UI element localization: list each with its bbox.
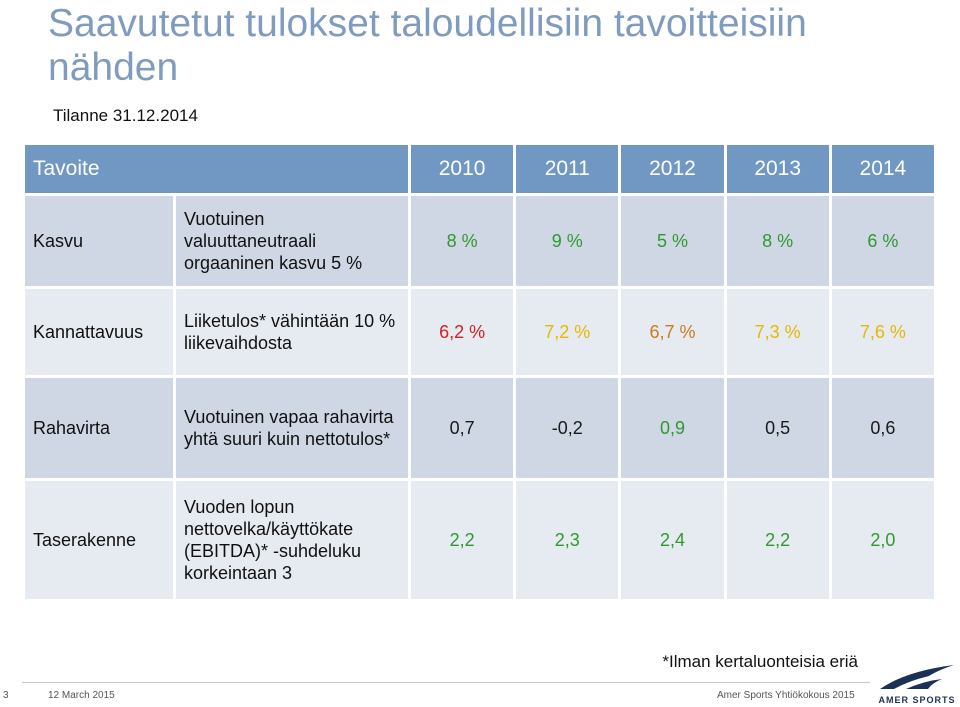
value-cell: 9 % — [516, 196, 619, 286]
logo-text: AMER SPORTS — [878, 695, 956, 705]
table-row: Rahavirta Vuotuinen vapaa rahavirta yhtä… — [25, 378, 934, 478]
table-header-row: Tavoite 2010 2011 2012 2013 2014 — [25, 145, 934, 193]
header-year-2014: 2014 — [831, 145, 934, 193]
amer-sports-logo-icon: AMER SPORTS — [876, 663, 958, 705]
value-cell: 7,3 % — [726, 289, 829, 375]
row-description: Liiketulos* vähintään 10 % liikevaihdost… — [176, 289, 409, 375]
value-cell: 2,2 — [411, 481, 514, 599]
results-table: Tavoite 2010 2011 2012 2013 2014 Kasvu V… — [22, 142, 937, 602]
value-cell: 8 % — [411, 196, 514, 286]
value-cell: 5 % — [621, 196, 724, 286]
table-row: Kasvu Vuotuinen valuuttaneutraali orgaan… — [25, 196, 934, 286]
table-row: Kannattavuus Liiketulos* vähintään 10 % … — [25, 289, 934, 375]
row-category: Kannattavuus — [25, 289, 173, 375]
header-year-2012: 2012 — [621, 145, 724, 193]
page-title: Saavutetut tulokset taloudellisiin tavoi… — [48, 2, 807, 89]
header-year-2010: 2010 — [411, 145, 514, 193]
row-description: Vuotuinen vapaa rahavirta yhtä suuri kui… — [176, 378, 409, 478]
value-cell: 6,7 % — [621, 289, 724, 375]
footer-divider — [22, 682, 870, 683]
footer-date: 12 March 2015 — [48, 690, 115, 701]
value-cell: -0,2 — [516, 378, 619, 478]
value-cell: 7,2 % — [516, 289, 619, 375]
value-cell: 0,7 — [411, 378, 514, 478]
value-cell: 2,3 — [516, 481, 619, 599]
row-description: Vuoden lopun nettovelka/käyttökate (EBIT… — [176, 481, 409, 599]
row-description: Vuotuinen valuuttaneutraali orgaaninen k… — [176, 196, 409, 286]
logo-swoosh-icon — [880, 665, 954, 689]
value-cell: 2,2 — [726, 481, 829, 599]
value-cell: 0,5 — [726, 378, 829, 478]
value-cell: 6 % — [831, 196, 934, 286]
value-cell: 0,6 — [831, 378, 934, 478]
value-cell: 6,2 % — [411, 289, 514, 375]
header-year-2013: 2013 — [726, 145, 829, 193]
value-cell: 0,9 — [621, 378, 724, 478]
status-date: Tilanne 31.12.2014 — [53, 106, 198, 125]
value-cell: 2,4 — [621, 481, 724, 599]
row-category: Kasvu — [25, 196, 173, 286]
table-row: Taserakenne Vuoden lopun nettovelka/käyt… — [25, 481, 934, 599]
header-year-2011: 2011 — [516, 145, 619, 193]
row-category: Rahavirta — [25, 378, 173, 478]
footer-company: Amer Sports Yhtiökokous 2015 — [717, 690, 855, 701]
row-category: Taserakenne — [25, 481, 173, 599]
page-number: 3 — [3, 690, 9, 701]
value-cell: 8 % — [726, 196, 829, 286]
header-goal: Tavoite — [25, 145, 409, 193]
value-cell: 2,0 — [831, 481, 934, 599]
footnote: *Ilman kertaluonteisia eriä — [662, 652, 858, 671]
value-cell: 7,6 % — [831, 289, 934, 375]
